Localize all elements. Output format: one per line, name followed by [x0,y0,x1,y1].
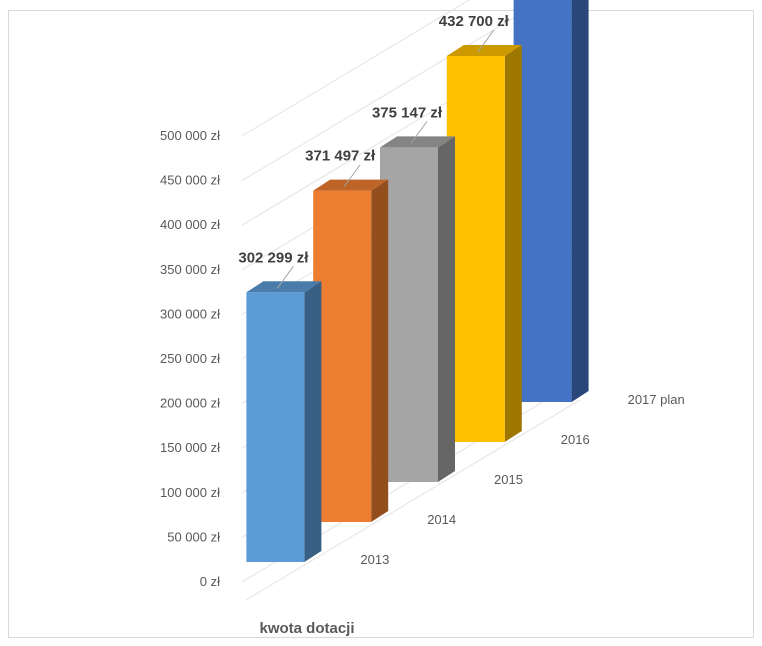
bar-2013 [246,281,322,562]
floor-edge [245,399,581,601]
y-tick-label: 50 000 zł [167,529,220,544]
bar-top-face [380,136,455,148]
category-label: 2016 [561,432,590,447]
y-tick-label: 200 000 zł [160,396,220,411]
gridline-side-10 [241,0,471,137]
y-tick-label: 450 000 zł [160,173,220,188]
category-label: 2015 [494,472,523,487]
bar-side-face [371,179,389,522]
series-axis-label: kwota dotacji [259,620,354,637]
y-tick-label: 250 000 zł [160,351,220,366]
data-label-leader [477,29,495,53]
bar-side-face [304,281,322,562]
data-label: 432 700 zł [439,13,510,30]
bar-top-face [313,179,389,191]
bar-2016 [446,45,522,442]
bar-front-face [313,190,372,522]
bar-front-face [446,56,505,442]
bars [246,0,589,562]
category-label: 2014 [427,512,456,527]
labels: 2017 plan457 000 zł2016432 700 zł2015375… [238,13,685,567]
data-label: 302 299 zł [238,249,309,266]
data-label-leader [343,164,361,187]
data-label-leader [276,266,294,289]
bar-side-face [504,45,522,442]
data-label-leader [410,121,428,144]
bar-front-face [380,147,438,482]
data-label: 371 497 zł [305,148,376,165]
y-tick-label: 500 000 zł [160,128,220,143]
bar-front-face [513,0,572,402]
category-label: 2013 [360,552,389,567]
bar-side-face [571,0,589,402]
y-tick-label: 0 zł [200,574,220,589]
y-tick-label: 350 000 zł [160,262,220,277]
y-tick-label: 100 000 zł [160,485,220,500]
bar-top-face [446,45,522,56]
category-label: 2017 plan [628,392,685,407]
bar-top-face [246,281,322,293]
bar-side-face [438,136,455,482]
bar-2017-plan [513,0,589,402]
data-label: 375 147 zł [372,104,443,121]
bar-front-face [246,292,305,562]
bar-2015 [380,136,455,482]
bar-2014 [313,179,389,522]
y-tick-label: 300 000 zł [160,306,220,321]
y-tick-label: 400 000 zł [160,217,220,232]
y-tick-label: 150 000 zł [160,440,220,455]
y-axis-ticks: 0 zł 50 000 zł 100 000 zł 150 000 zł 200 000… [160,128,220,589]
